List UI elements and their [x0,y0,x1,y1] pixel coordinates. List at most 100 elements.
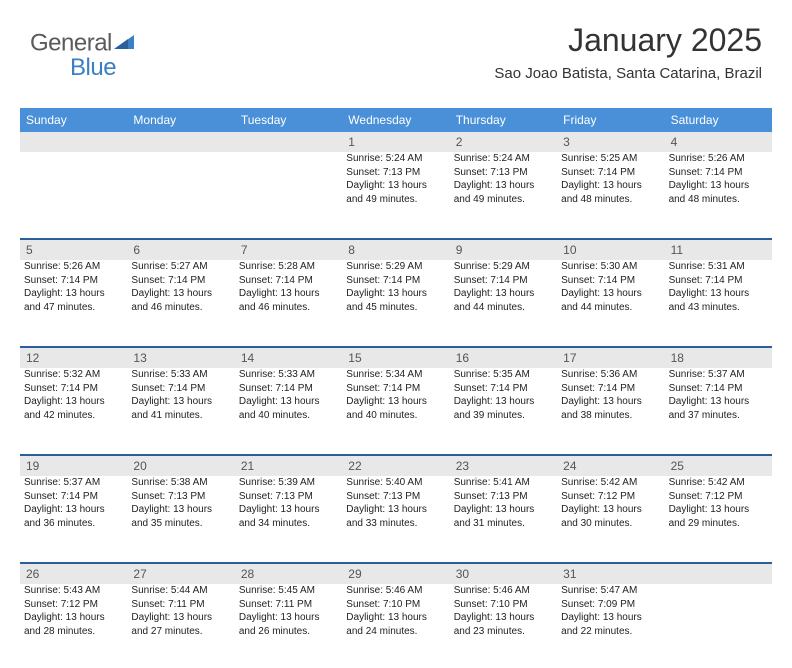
sunrise-line: Sunrise: 5:31 AM [669,260,768,274]
weekday-header-row: SundayMondayTuesdayWednesdayThursdayFrid… [20,108,772,132]
sunrise-line: Sunrise: 5:47 AM [561,584,660,598]
weekday-header: Wednesday [342,108,449,132]
day-cell: Sunrise: 5:33 AMSunset: 7:14 PMDaylight:… [235,368,342,452]
sunrise-line: Sunrise: 5:27 AM [131,260,230,274]
day-number: 28 [235,564,342,584]
week-row: Sunrise: 5:32 AMSunset: 7:14 PMDaylight:… [20,368,772,452]
weekday-header: Monday [127,108,234,132]
day-cell: Sunrise: 5:43 AMSunset: 7:12 PMDaylight:… [20,584,127,668]
sunrise-line: Sunrise: 5:30 AM [561,260,660,274]
sunrise-line: Sunrise: 5:46 AM [454,584,553,598]
sunrise-line: Sunrise: 5:24 AM [454,152,553,166]
day-cell: Sunrise: 5:40 AMSunset: 7:13 PMDaylight:… [342,476,449,560]
daylight-line: Daylight: 13 hours and 46 minutes. [131,287,230,314]
day-number: 2 [450,132,557,152]
sunrise-line: Sunrise: 5:28 AM [239,260,338,274]
sunset-line: Sunset: 7:14 PM [131,274,230,288]
sunset-line: Sunset: 7:13 PM [454,490,553,504]
week-row: Sunrise: 5:37 AMSunset: 7:14 PMDaylight:… [20,476,772,560]
daynum-row: 12131415161718 [20,348,772,368]
day-number: 13 [127,348,234,368]
sunset-line: Sunset: 7:14 PM [561,274,660,288]
day-number: 4 [665,132,772,152]
day-number: 24 [557,456,664,476]
sunset-line: Sunset: 7:12 PM [669,490,768,504]
day-cell: Sunrise: 5:45 AMSunset: 7:11 PMDaylight:… [235,584,342,668]
day-cell: Sunrise: 5:34 AMSunset: 7:14 PMDaylight:… [342,368,449,452]
day-cell: Sunrise: 5:38 AMSunset: 7:13 PMDaylight:… [127,476,234,560]
daylight-line: Daylight: 13 hours and 44 minutes. [454,287,553,314]
sunset-line: Sunset: 7:14 PM [346,382,445,396]
day-number: 3 [557,132,664,152]
weekday-header: Tuesday [235,108,342,132]
day-number: 5 [20,240,127,260]
sunset-line: Sunset: 7:13 PM [239,490,338,504]
sunrise-line: Sunrise: 5:42 AM [561,476,660,490]
day-number [235,132,342,152]
sunrise-line: Sunrise: 5:42 AM [669,476,768,490]
day-cell: Sunrise: 5:37 AMSunset: 7:14 PMDaylight:… [665,368,772,452]
sunrise-line: Sunrise: 5:45 AM [239,584,338,598]
day-number: 6 [127,240,234,260]
sunset-line: Sunset: 7:10 PM [346,598,445,612]
daylight-line: Daylight: 13 hours and 28 minutes. [24,611,123,638]
day-number: 21 [235,456,342,476]
sunrise-line: Sunrise: 5:37 AM [24,476,123,490]
weekday-header: Sunday [20,108,127,132]
day-cell: Sunrise: 5:27 AMSunset: 7:14 PMDaylight:… [127,260,234,344]
daynum-row: 262728293031 [20,564,772,584]
weekday-header: Thursday [450,108,557,132]
day-number: 29 [342,564,449,584]
week-row: Sunrise: 5:24 AMSunset: 7:13 PMDaylight:… [20,152,772,236]
day-number: 20 [127,456,234,476]
daylight-line: Daylight: 13 hours and 22 minutes. [561,611,660,638]
day-cell: Sunrise: 5:30 AMSunset: 7:14 PMDaylight:… [557,260,664,344]
sunrise-line: Sunrise: 5:40 AM [346,476,445,490]
logo-text-2: Blue [70,54,116,81]
day-number: 30 [450,564,557,584]
day-number: 26 [20,564,127,584]
empty-cell [20,152,127,236]
sunset-line: Sunset: 7:14 PM [24,382,123,396]
sunset-line: Sunset: 7:11 PM [131,598,230,612]
day-number: 14 [235,348,342,368]
daynum-row: 19202122232425 [20,456,772,476]
sunrise-line: Sunrise: 5:37 AM [669,368,768,382]
sunset-line: Sunset: 7:11 PM [239,598,338,612]
day-number: 11 [665,240,772,260]
day-number: 31 [557,564,664,584]
sunrise-line: Sunrise: 5:26 AM [24,260,123,274]
sunset-line: Sunset: 7:10 PM [454,598,553,612]
location-subtitle: Sao Joao Batista, Santa Catarina, Brazil [494,65,762,82]
daylight-line: Daylight: 13 hours and 43 minutes. [669,287,768,314]
day-number: 9 [450,240,557,260]
day-cell: Sunrise: 5:32 AMSunset: 7:14 PMDaylight:… [20,368,127,452]
sunrise-line: Sunrise: 5:24 AM [346,152,445,166]
daylight-line: Daylight: 13 hours and 27 minutes. [131,611,230,638]
day-cell: Sunrise: 5:28 AMSunset: 7:14 PMDaylight:… [235,260,342,344]
day-number: 27 [127,564,234,584]
day-cell: Sunrise: 5:26 AMSunset: 7:14 PMDaylight:… [20,260,127,344]
day-cell: Sunrise: 5:42 AMSunset: 7:12 PMDaylight:… [665,476,772,560]
sunset-line: Sunset: 7:09 PM [561,598,660,612]
day-cell: Sunrise: 5:31 AMSunset: 7:14 PMDaylight:… [665,260,772,344]
daylight-line: Daylight: 13 hours and 44 minutes. [561,287,660,314]
day-number: 22 [342,456,449,476]
daylight-line: Daylight: 13 hours and 26 minutes. [239,611,338,638]
daynum-row: 1234 [20,132,772,152]
daylight-line: Daylight: 13 hours and 33 minutes. [346,503,445,530]
calendar: SundayMondayTuesdayWednesdayThursdayFrid… [20,108,772,668]
day-cell: Sunrise: 5:29 AMSunset: 7:14 PMDaylight:… [450,260,557,344]
sunset-line: Sunset: 7:14 PM [669,274,768,288]
sunset-line: Sunset: 7:14 PM [346,274,445,288]
daylight-line: Daylight: 13 hours and 40 minutes. [239,395,338,422]
day-cell: Sunrise: 5:46 AMSunset: 7:10 PMDaylight:… [450,584,557,668]
day-number: 15 [342,348,449,368]
sunrise-line: Sunrise: 5:33 AM [239,368,338,382]
weekday-header: Saturday [665,108,772,132]
sunrise-line: Sunrise: 5:29 AM [454,260,553,274]
sunset-line: Sunset: 7:14 PM [24,274,123,288]
week-row: Sunrise: 5:26 AMSunset: 7:14 PMDaylight:… [20,260,772,344]
daynum-row: 567891011 [20,240,772,260]
day-cell: Sunrise: 5:26 AMSunset: 7:14 PMDaylight:… [665,152,772,236]
